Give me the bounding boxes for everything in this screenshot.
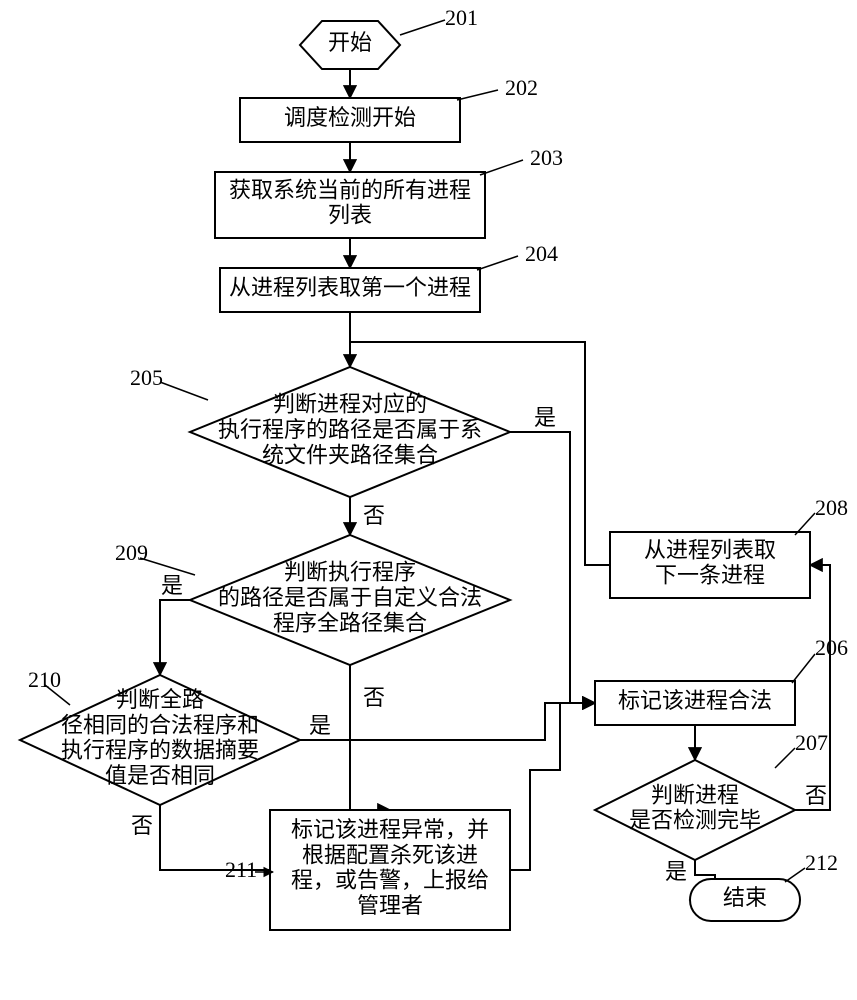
node-text-line: 获取系统当前的所有进程 (229, 177, 471, 202)
node-ref-label: 201 (445, 5, 478, 30)
node-text-line: 统文件夹路径集合 (262, 442, 438, 467)
node-text-line: 从进程列表取 (644, 537, 776, 562)
node-ref-label: 203 (530, 145, 563, 170)
node-text-line: 从进程列表取第一个进程 (229, 275, 471, 300)
node-text-line: 判断进程 (651, 782, 739, 807)
edge-label: 是 (309, 713, 331, 738)
node-text-line: 下一条进程 (655, 563, 765, 588)
node-n203: 获取系统当前的所有进程列表 203 (215, 145, 563, 238)
edge-label: 否 (131, 813, 153, 838)
edge-label: 否 (805, 783, 827, 808)
node-n202: 调度检测开始 202 (240, 75, 538, 142)
node-text-line: 径相同的合法程序和 (61, 712, 259, 737)
node-n205: 判断进程对应的执行程序的路径是否属于系统文件夹路径集合 205 (130, 365, 510, 497)
edge-label: 是 (665, 859, 687, 884)
edge-e13: 否 (795, 565, 830, 810)
edge-e15 (510, 703, 595, 870)
node-ref-label: 204 (525, 241, 558, 266)
edge-label: 否 (363, 685, 385, 710)
node-n210: 判断全路径相同的合法程序和执行程序的数据摘要值是否相同 210 (20, 667, 300, 805)
node-text-line: 根据配置杀死该进 (302, 842, 478, 867)
node-n206: 标记该进程合法 206 (595, 635, 848, 725)
node-text-line: 判断进程对应的 (273, 392, 427, 417)
edge-e8: 否 (350, 665, 390, 810)
node-text-line: 结束 (723, 885, 767, 910)
edge-e5: 否 (350, 497, 385, 535)
node-ref-label: 211 (225, 857, 257, 882)
node-ref-label: 208 (815, 495, 848, 520)
node-ref-label: 205 (130, 365, 163, 390)
node-ref-label: 206 (815, 635, 848, 660)
edge-label: 是 (534, 405, 556, 430)
edge-e7: 是 (160, 573, 190, 675)
node-ref-label: 207 (795, 730, 828, 755)
node-n204: 从进程列表取第一个进程 204 (220, 241, 558, 312)
node-text-line: 标记该进程合法 (618, 688, 772, 713)
node-text-line: 执行程序的路径是否属于系 (218, 417, 482, 442)
node-n208: 从进程列表取下一条进程 208 (610, 495, 848, 598)
edge-e9: 是 (300, 703, 595, 740)
node-text-line: 列表 (328, 203, 372, 228)
node-ref-label: 210 (28, 667, 61, 692)
node-text-line: 判断全路 (116, 687, 204, 712)
node-text-line: 是否检测完毕 (629, 808, 761, 833)
node-text-line: 执行程序的数据摘要 (61, 738, 259, 763)
node-n212: 结束 212 (690, 850, 838, 921)
node-text-line: 管理者 (357, 893, 423, 918)
edge-label: 否 (363, 503, 385, 528)
node-text-line: 开始 (328, 30, 372, 55)
node-n201: 开始 201 (300, 5, 478, 69)
edge-label: 是 (161, 573, 183, 598)
node-text-line: 值是否相同 (105, 763, 215, 788)
node-ref-label: 212 (805, 850, 838, 875)
node-text-line: 判断执行程序 (284, 560, 416, 585)
edge-e6: 是 (510, 405, 595, 703)
node-text-line: 程序全路径集合 (273, 610, 427, 635)
flowchart-canvas: 否是是否是否是否开始201调度检测开始202获取系统当前的所有进程列表203从进… (0, 0, 857, 1000)
node-text-line: 的路径是否属于自定义合法 (218, 585, 482, 610)
node-text-line: 调度检测开始 (284, 105, 416, 130)
node-n207: 判断进程是否检测完毕 207 (595, 730, 828, 860)
node-ref-label: 202 (505, 75, 538, 100)
node-text-line: 标记该进程异常，并 (291, 817, 489, 842)
node-text-line: 程，或告警，上报给 (291, 868, 489, 893)
node-ref-label: 209 (115, 540, 148, 565)
